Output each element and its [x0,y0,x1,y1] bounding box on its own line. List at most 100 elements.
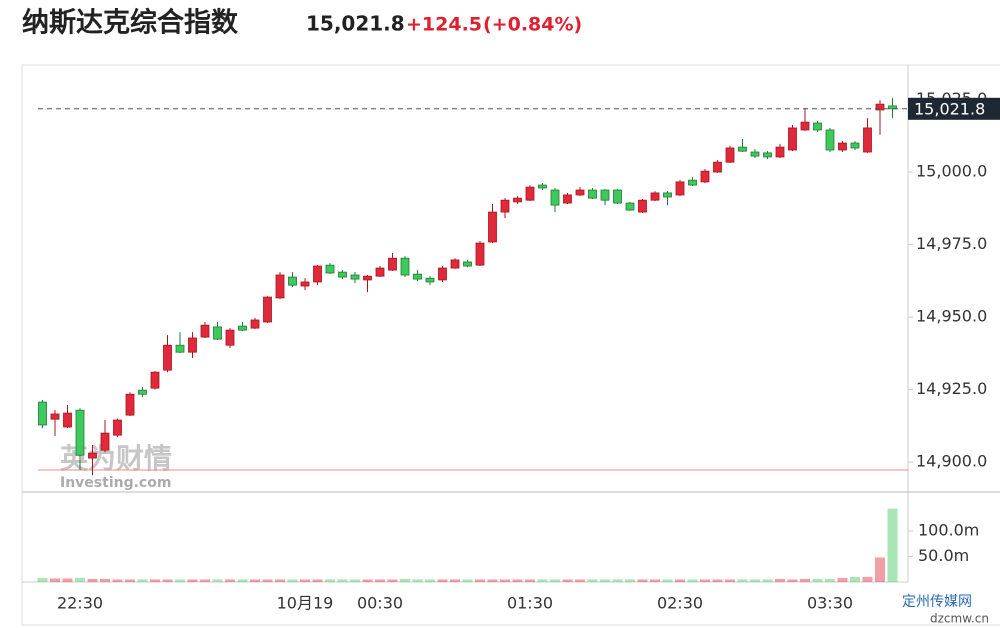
volume-bar [462,579,473,582]
volume-bar [650,579,660,582]
candle-body [350,274,360,280]
volume-bar [587,579,598,582]
volume-bar [562,579,573,582]
volume-bar [762,579,773,582]
candle-body [250,319,260,329]
candle-body [588,189,597,199]
candle-body [300,281,310,287]
volume-bar [300,579,310,582]
volume-bar [575,579,585,582]
candle-body [313,265,322,283]
candle-body [113,419,122,436]
volume-bar [637,579,648,582]
price: 15,021.8 [306,12,405,36]
watermark-en: Investing.com [60,475,171,491]
volume-bar [112,579,123,582]
x-tick-label: 01:30 [507,594,553,613]
volume-bar [487,579,498,582]
volume-bar [237,579,248,582]
candle-body [500,199,510,213]
volume-bar [287,579,298,582]
volume-bar [312,579,323,582]
candle-body [275,274,285,299]
candle-body [263,296,272,323]
candle-body [75,409,85,456]
x-tick-label: 02:30 [657,594,703,613]
volume-bar [212,579,223,582]
volume-bar [512,579,523,582]
candle-body [675,181,685,196]
y-tick-label: 14,900.0 [916,452,987,471]
volume-bar [725,579,735,582]
y-tick-label: 14,975.0 [916,234,987,253]
candle-body [38,401,47,426]
candle-body [688,179,697,186]
volume-bar [450,579,460,582]
candle-body [288,276,297,286]
volume-bar [75,577,85,582]
x-tick-label: 03:30 [807,594,853,613]
volume-bar [875,557,885,582]
volume-bar [337,579,348,582]
candle-body [850,142,860,149]
volume-bar [275,579,285,582]
volume-bar [525,579,535,582]
volume-bar [537,579,548,582]
volume-bar [750,579,760,582]
candle-body [100,432,110,451]
volume-bar [162,579,173,582]
volume-bar [775,578,785,582]
candle-body [463,261,472,267]
volume-bar [125,579,135,582]
candle-body [325,264,335,274]
candle-body [150,371,160,389]
x-tick-label: 22:30 [57,594,103,613]
candle-body [388,257,397,271]
volume-bar [850,576,860,582]
volume-bar [712,579,723,582]
volume-bar [612,579,623,582]
candle-body [575,189,585,196]
volume-bar [412,579,423,582]
site-url: dzcmw.cn [930,612,989,626]
change: +124.5 [406,14,482,36]
candle-body [513,197,522,203]
volume-bar [250,579,260,582]
volume-bar [837,577,848,582]
volume-bar [825,578,835,582]
volume-bar [425,579,435,582]
volume-tick-label: 100.0m [918,521,979,540]
candle-body [50,413,60,420]
volume-bar [887,508,898,582]
candle-body [700,170,710,183]
volume-bar [50,578,60,582]
x-tick-label: 00:30 [357,594,403,613]
candle-body [488,211,497,243]
candle-body [800,121,810,131]
volume-bar [400,578,410,582]
candle-body [475,242,485,266]
candle-body [363,275,372,281]
volume-bar [62,578,73,582]
candle-body [200,324,210,338]
candle-body [88,452,97,459]
volume-bar [700,579,710,582]
volume-bar [500,579,510,582]
last-price-label: 15,021.8 [914,99,985,118]
volume-bar [350,579,360,582]
candle-body [125,393,135,416]
candle-body [163,344,172,371]
candle-body [525,186,535,201]
candle-body [413,273,422,280]
candle-body [863,127,872,153]
candle-body [450,259,460,269]
candle-body [725,147,735,163]
volume-bar [325,579,335,582]
volume-bar [687,579,698,582]
candle-body [875,103,885,111]
volume-bar [812,578,823,582]
change-percent: (+0.84%) [483,14,582,36]
volume-bar [262,579,273,582]
candle-body [838,142,847,151]
